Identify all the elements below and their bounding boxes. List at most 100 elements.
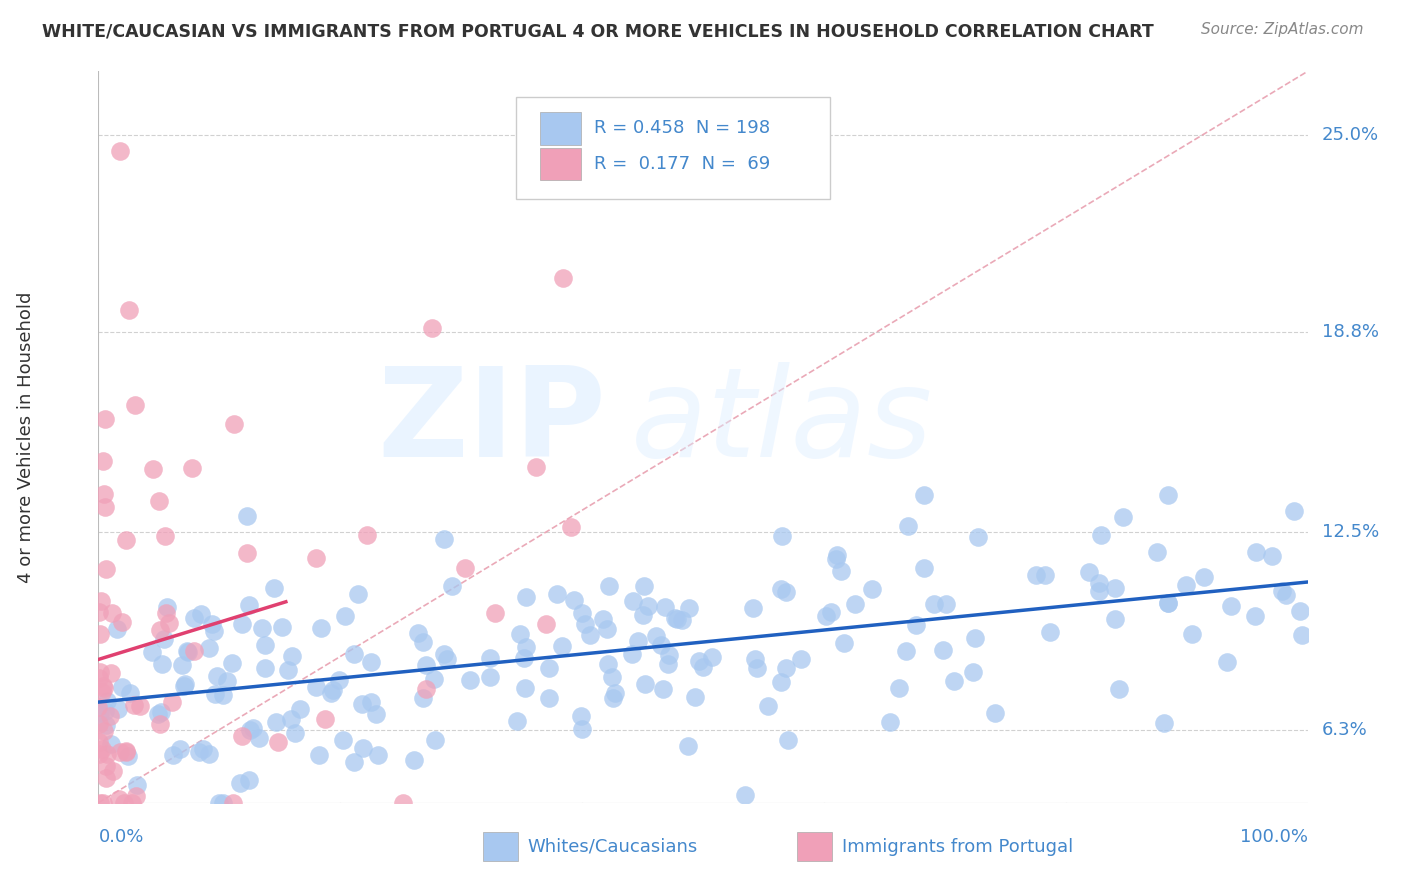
Point [187, 745, 209, 759]
Point [744, 652, 766, 666]
Point [658, 648, 681, 662]
Text: ZIP: ZIP [378, 362, 606, 483]
Point [571, 722, 593, 736]
Text: R =  0.177  N =  69: R = 0.177 N = 69 [595, 155, 770, 173]
Point [1104, 612, 1126, 626]
Point [169, 742, 191, 756]
Point [433, 647, 456, 661]
Point [657, 657, 679, 672]
Point [156, 600, 179, 615]
Point [150, 657, 173, 672]
Point [775, 661, 797, 675]
Point [281, 648, 304, 663]
Point [217, 673, 239, 688]
Point [231, 617, 253, 632]
Point [1282, 504, 1305, 518]
Point [328, 673, 350, 687]
Point [112, 796, 135, 810]
Point [108, 745, 131, 759]
Point [222, 417, 245, 431]
Point [100, 709, 122, 723]
Point [652, 681, 675, 696]
Point [537, 661, 560, 675]
Point [984, 706, 1007, 721]
Point [538, 691, 561, 706]
Point [360, 695, 382, 709]
Point [264, 714, 287, 729]
Point [87, 735, 110, 749]
Point [825, 548, 848, 562]
Point [322, 682, 344, 697]
Text: 6.3%: 6.3% [1322, 721, 1368, 739]
Point [90, 593, 112, 607]
Point [1108, 682, 1130, 697]
Point [288, 702, 311, 716]
Point [343, 647, 366, 661]
Point [832, 636, 855, 650]
Point [364, 707, 387, 722]
Point [602, 691, 624, 706]
Text: 18.8%: 18.8% [1322, 323, 1379, 341]
Point [415, 681, 437, 696]
Point [1157, 488, 1180, 502]
FancyBboxPatch shape [797, 832, 832, 862]
Point [579, 628, 602, 642]
Point [1271, 583, 1294, 598]
Point [250, 621, 273, 635]
Point [546, 587, 568, 601]
Point [94, 704, 117, 718]
Point [1216, 655, 1239, 669]
Point [441, 579, 464, 593]
Point [790, 652, 813, 666]
Point [343, 756, 366, 770]
Point [664, 611, 686, 625]
Point [155, 606, 177, 620]
Point [183, 644, 205, 658]
Point [770, 675, 793, 690]
Point [404, 753, 426, 767]
Point [108, 792, 131, 806]
Point [1220, 599, 1243, 614]
Point [271, 620, 294, 634]
Point [1260, 549, 1282, 563]
Point [308, 747, 330, 762]
Point [515, 590, 537, 604]
Point [117, 749, 139, 764]
Point [592, 612, 614, 626]
Point [633, 579, 655, 593]
Point [897, 518, 920, 533]
Point [277, 663, 299, 677]
Point [571, 606, 593, 620]
Point [671, 613, 693, 627]
Point [1088, 583, 1111, 598]
Point [824, 551, 846, 566]
Point [515, 640, 537, 654]
Point [1243, 609, 1265, 624]
Point [238, 598, 260, 612]
Point [229, 776, 252, 790]
Point [125, 789, 148, 803]
Point [534, 617, 557, 632]
Point [96, 694, 118, 708]
Point [247, 731, 270, 745]
FancyBboxPatch shape [540, 148, 581, 180]
Point [155, 529, 177, 543]
Point [111, 681, 134, 695]
Point [621, 594, 644, 608]
Point [631, 607, 654, 622]
Point [239, 723, 262, 738]
Point [598, 657, 620, 671]
Point [89, 717, 111, 731]
Point [1025, 568, 1047, 582]
Point [314, 712, 336, 726]
Point [420, 320, 443, 334]
Point [146, 707, 169, 722]
Point [1289, 604, 1312, 618]
Point [1153, 716, 1175, 731]
Point [197, 640, 219, 655]
Point [115, 744, 138, 758]
Point [965, 632, 987, 646]
FancyBboxPatch shape [482, 832, 517, 862]
Point [509, 627, 531, 641]
Point [204, 687, 226, 701]
